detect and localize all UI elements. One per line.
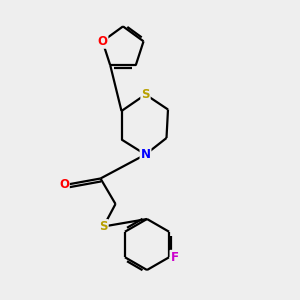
Text: O: O xyxy=(59,178,69,191)
Text: N: N xyxy=(140,148,151,161)
Text: S: S xyxy=(141,88,150,101)
Text: S: S xyxy=(99,220,108,233)
Text: O: O xyxy=(98,35,107,48)
Text: F: F xyxy=(170,251,178,264)
